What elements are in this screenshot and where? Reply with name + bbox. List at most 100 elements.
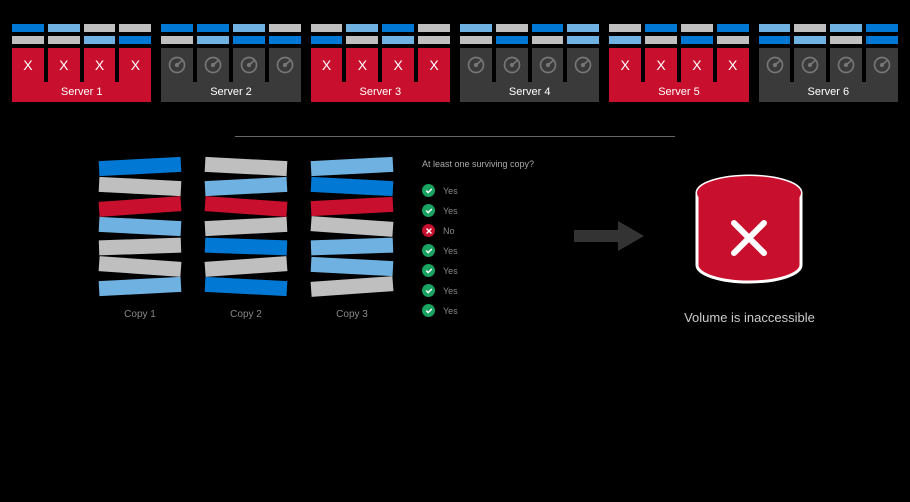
data-slab xyxy=(99,277,182,296)
data-slab xyxy=(99,238,181,256)
surviving-label: Yes xyxy=(443,206,458,216)
server: Server 2 xyxy=(161,24,300,102)
surviving-row: Yes xyxy=(422,243,534,258)
data-strip xyxy=(346,24,378,32)
copy-column: Copy 3 xyxy=(312,159,392,320)
data-strip xyxy=(567,36,599,44)
data-strip xyxy=(609,36,641,44)
data-strip xyxy=(84,24,116,32)
data-strip xyxy=(532,36,564,44)
data-slab xyxy=(99,196,182,217)
drive-ok xyxy=(161,48,193,82)
data-strip xyxy=(269,36,301,44)
data-strip xyxy=(418,24,450,32)
data-strip xyxy=(830,24,862,32)
drive-ok xyxy=(532,48,564,82)
data-strip xyxy=(233,36,265,44)
volume-icon xyxy=(684,165,814,300)
data-slab xyxy=(205,217,288,236)
strip-row xyxy=(161,36,300,44)
server-label: Server 3 xyxy=(311,82,450,102)
data-strip xyxy=(645,36,677,44)
drive-failed: X xyxy=(119,48,151,82)
data-strip xyxy=(197,36,229,44)
drive-failed: X xyxy=(418,48,450,82)
strip-row xyxy=(311,24,450,32)
surviving-row: Yes xyxy=(422,303,534,318)
surviving-row: Yes xyxy=(422,183,534,198)
drive-ok xyxy=(233,48,265,82)
data-strip xyxy=(119,24,151,32)
server-label: Server 6 xyxy=(759,82,898,102)
data-strip xyxy=(382,36,414,44)
server-label: Server 4 xyxy=(460,82,599,102)
data-slab xyxy=(311,257,394,276)
server: XXXXServer 1 xyxy=(12,24,151,102)
data-slab xyxy=(311,177,394,196)
surviving-row: Yes xyxy=(422,283,534,298)
data-strip xyxy=(717,24,749,32)
data-strip xyxy=(496,24,528,32)
drive-ok xyxy=(460,48,492,82)
drives-row xyxy=(161,48,300,82)
strip-row xyxy=(161,24,300,32)
copy-label: Copy 1 xyxy=(100,309,180,320)
drive-failed: X xyxy=(346,48,378,82)
server: XXXXServer 3 xyxy=(311,24,450,102)
surviving-label: No xyxy=(443,226,455,236)
surviving-row: No xyxy=(422,223,534,238)
slab-stack xyxy=(100,159,180,301)
drive-failed: X xyxy=(717,48,749,82)
data-slab xyxy=(99,217,182,236)
data-strip xyxy=(382,24,414,32)
data-strip xyxy=(794,24,826,32)
data-strip xyxy=(346,36,378,44)
data-strip xyxy=(681,24,713,32)
data-slab xyxy=(311,276,394,297)
drive-ok xyxy=(496,48,528,82)
copy-column: Copy 1 xyxy=(100,159,180,320)
data-slab xyxy=(205,177,288,196)
data-strip xyxy=(759,24,791,32)
data-slab xyxy=(205,157,288,176)
copy-column: Copy 2 xyxy=(206,159,286,320)
surviving-label: Yes xyxy=(443,306,458,316)
drive-ok xyxy=(759,48,791,82)
data-slab xyxy=(99,177,182,196)
result-label: Volume is inaccessible xyxy=(684,310,815,325)
server-label: Server 5 xyxy=(609,82,748,102)
data-strip xyxy=(496,36,528,44)
server-label: Server 2 xyxy=(161,82,300,102)
drive-ok xyxy=(866,48,898,82)
copies-area: Copy 1 Copy 2 Copy 3 xyxy=(100,159,392,320)
check-icon xyxy=(422,304,435,317)
copy-label: Copy 2 xyxy=(206,309,286,320)
surviving-label: Yes xyxy=(443,246,458,256)
surviving-row: Yes xyxy=(422,203,534,218)
data-slab xyxy=(205,196,288,217)
data-slab xyxy=(99,256,182,277)
drives-row: XXXX xyxy=(311,48,450,82)
x-icon xyxy=(422,224,435,237)
drives-row: XXXX xyxy=(12,48,151,82)
bottom-section: Copy 1Copy 2Copy 3 At least one survivin… xyxy=(0,137,910,325)
data-strip xyxy=(794,36,826,44)
drive-failed: X xyxy=(681,48,713,82)
check-icon xyxy=(422,244,435,257)
server-label: Server 1 xyxy=(12,82,151,102)
surviving-label: Yes xyxy=(443,266,458,276)
surviving-row: Yes xyxy=(422,263,534,278)
data-slab xyxy=(205,277,288,296)
strip-row xyxy=(759,36,898,44)
data-slab xyxy=(311,238,393,256)
drive-ok xyxy=(830,48,862,82)
strip-row xyxy=(609,36,748,44)
data-slab xyxy=(311,157,394,176)
data-strip xyxy=(418,36,450,44)
drive-ok xyxy=(794,48,826,82)
surviving-rows: Yes Yes No Yes Yes Yes Yes xyxy=(422,183,534,318)
data-slab xyxy=(311,197,394,216)
data-strip xyxy=(233,24,265,32)
strip-row xyxy=(311,36,450,44)
check-icon xyxy=(422,204,435,217)
